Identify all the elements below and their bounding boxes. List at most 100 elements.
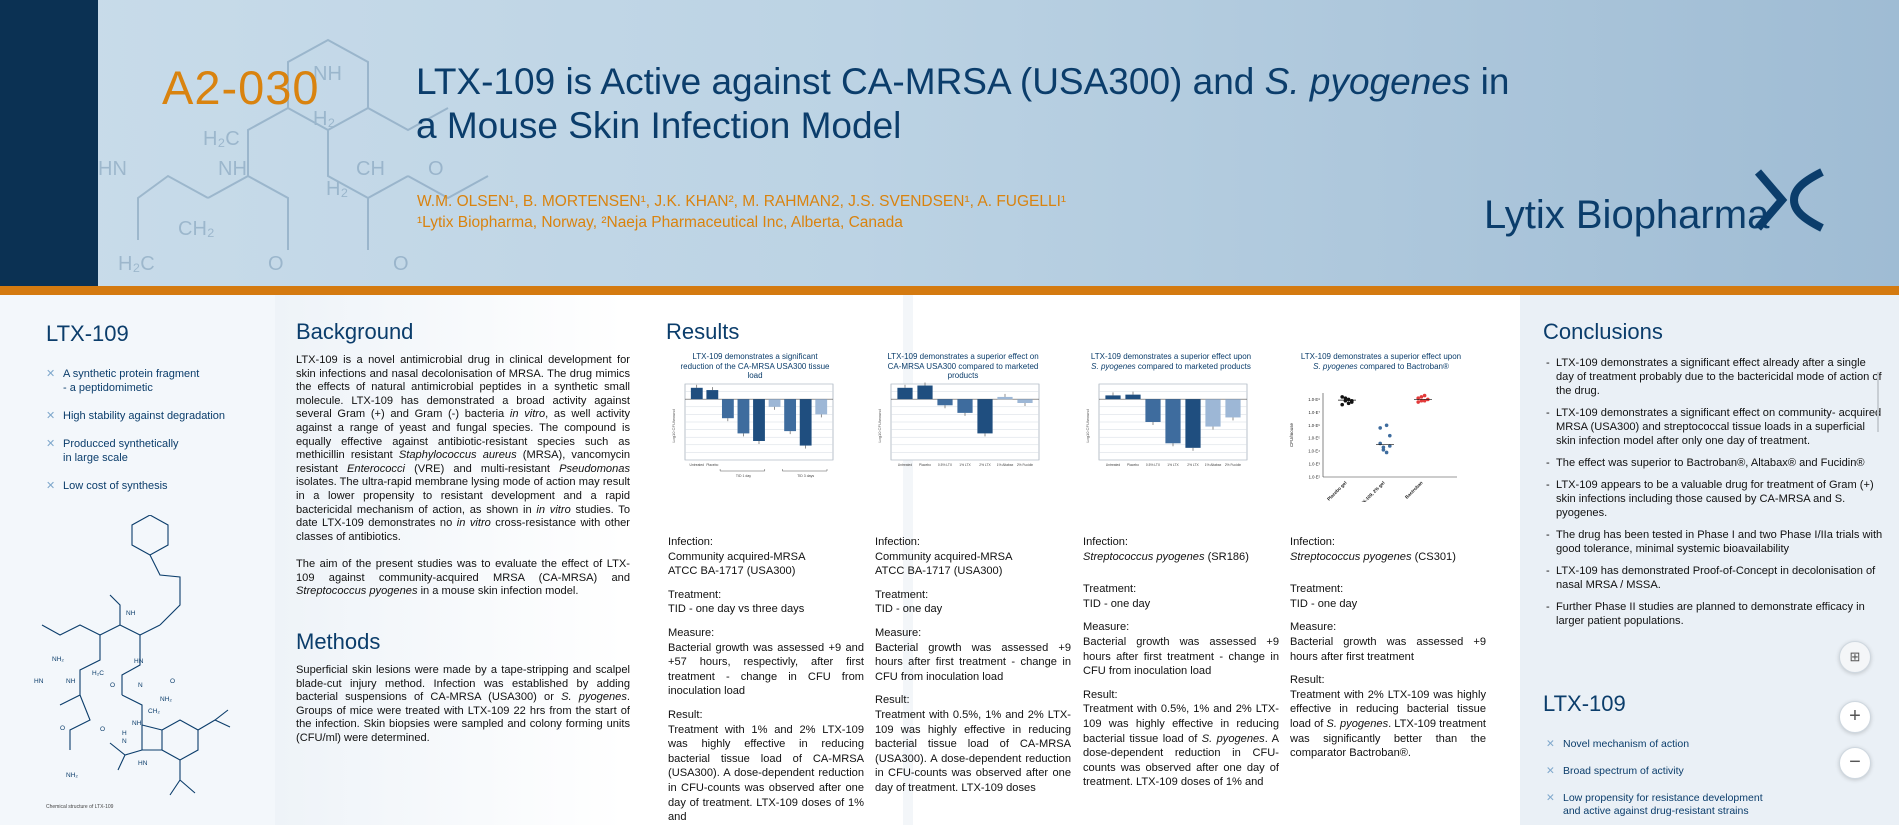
result-value: Treatment with 1% and 2% LTX-109 was hig… [668,723,864,824]
svg-text:CH: CH [356,158,385,180]
bar-7 [1017,399,1033,403]
infection-label: Infection: [1083,536,1129,548]
treatment-value: TID - one day vs three days [668,603,805,616]
bar-5 [1185,399,1201,448]
tick-label: 2% Fucidin [1017,463,1033,467]
result-label: Result: [1290,674,1325,687]
y-axis-label: CFU/mouse [1289,423,1294,448]
zoom-in-button[interactable]: + [1839,701,1871,733]
svg-text:O: O [170,678,175,685]
tick-label: 1.0·E⁵ [1308,436,1320,441]
bar-3 [937,399,953,406]
bar-4 [957,399,973,413]
tick-label: 1% Altabax [1205,463,1222,467]
header-dark-band [0,0,98,286]
chart-1-title: LTX-109 demonstrates a significant reduc… [680,352,830,380]
svg-text:H₂C: H₂C [118,253,155,275]
svg-text:NH: NH [126,610,136,617]
bar-7 [784,399,797,432]
side-scroll-indicator[interactable] [1877,372,1879,432]
results-title: Results [666,319,740,344]
authors: W.M. OLSEN¹, B. MORTENSEN¹, J.K. KHAN², … [417,193,1067,210]
bar-4 [1165,399,1181,444]
group-label: TID 1 day [736,474,751,478]
conclusions-title: Conclusions [1543,319,1663,344]
chart-2-title: LTX-109 demonstrates a superior effect o… [887,352,1039,380]
bar-4 [737,399,750,434]
list-item: The effect was superior to Bactroban®, A… [1546,456,1886,470]
measure-value: Bacterial growth was assessed +9 hours a… [1290,635,1486,663]
tick-label: 1.0·E³ [1309,462,1321,467]
header-accent-bar [0,286,1899,295]
list-item: Further Phase II studies are planned to … [1546,600,1886,628]
list-item: ✕ Producced synthetically in large scale [46,438,179,464]
svg-text:HN: HN [34,678,44,685]
data-point [1381,448,1386,452]
cross-bullet-icon: ✕ [46,480,56,492]
y-axis-label: Log10 CFU/wound [671,409,676,442]
y-axis-label: Log10 CFU/wound [877,409,882,442]
result-value: Treatment with 2% LTX-109 was highly eff… [1290,688,1486,760]
cross-bullet-icon: ✕ [1546,792,1555,804]
ltx-summary-title: LTX-109 [1543,691,1626,716]
treatment-value: TID - one day [875,603,943,616]
group-bracket [719,469,766,472]
infection-value: Streptococcus pyogenes (CS301) [1290,550,1456,563]
chart-4: 1.0·E⁸ 1.0·E⁷ 1.0·E⁶ 1.0·E⁵ 1.0·E⁴ 1.0·E³ 1.0·… [1289,393,1457,502]
tick-label: 1.0·E² [1309,475,1321,480]
svg-text:CH₂: CH₂ [178,218,215,240]
tick-label: 1.0·E⁸ [1308,397,1320,402]
data-point [1346,401,1351,406]
bar-1 [897,387,913,400]
list-item: ✕ High stability against degradation [46,410,226,422]
treatment-value: TID - one day [1290,597,1358,610]
treatment-label: Treatment: [1083,583,1137,596]
data-point [1419,395,1424,399]
affiliations: ¹Lytix Biopharma, Norway, ²Naeja Pharmac… [417,214,903,231]
measure-value: Bacterial growth was assessed +9 and +57… [668,641,864,698]
data-point [1340,402,1344,407]
fit-to-screen-button[interactable]: ⊞ [1839,641,1871,673]
middle-column: Background LTX-109 is a novel antimicrob… [275,295,1520,825]
data-point [1378,426,1382,430]
bar-9 [815,399,828,415]
group-bracket [782,469,828,472]
methods-title: Methods [296,629,381,654]
group-label: TID 3 days [797,474,814,478]
treatment-label: Treatment: [668,588,722,601]
svg-text:H₂C: H₂C [92,670,104,677]
bar-2 [706,390,719,400]
measure-label: Measure: [1083,621,1130,634]
svg-text:NH: NH [66,678,76,685]
tick-label: 0.5% LTX [938,463,953,467]
right-column: Conclusions LTX-109 demonstrates a signi… [1520,295,1899,825]
structure-caption: Chemical structure of LTX-109 [46,804,114,810]
svg-text:O: O [100,726,105,733]
svg-text:O: O [60,725,65,732]
result-value: Treatment with 0.5%, 1% and 2% LTX-109 w… [875,708,1071,794]
poster-id: A2-030 [162,61,320,114]
bar-3 [1145,399,1161,422]
tick-label: Placebo [919,463,931,467]
tick-label: 1.0·E⁶ [1308,423,1320,428]
list-item: ✕ Low propensity for resistance developme… [1546,792,1763,817]
bar-8 [799,399,812,446]
poster-title: LTX-109 is Active against CA-MRSA (USA30… [416,61,1510,146]
bar-7 [1225,399,1241,418]
y-axis-label: Log10 CFU/wound [1085,409,1090,442]
infection-label: Infection: [1290,536,1336,548]
zoom-out-button[interactable]: − [1839,747,1871,779]
bar-6 [997,396,1013,400]
header-molecule-watermark: NH H₂ H₂C HN NH CH O CH₂ H₂C O O H₂ [98,38,489,275]
data-point [1384,423,1389,428]
cross-bullet-icon: ✕ [46,368,56,380]
treatment-label: Treatment: [1290,583,1344,596]
bar-6 [768,399,781,407]
company-name: Lytix Biopharma [1484,193,1770,237]
svg-text:NH₂: NH₂ [52,656,64,663]
bar-1 [690,387,703,400]
data-point [1340,395,1344,399]
infection-value: Community acquired-MRSA ATCC BA-1717 (US… [668,550,806,578]
data-point [1419,398,1424,403]
chart-3: Log10 CFU/wound Untreated Placebo 0.5% LTX 1… [1085,383,1248,467]
